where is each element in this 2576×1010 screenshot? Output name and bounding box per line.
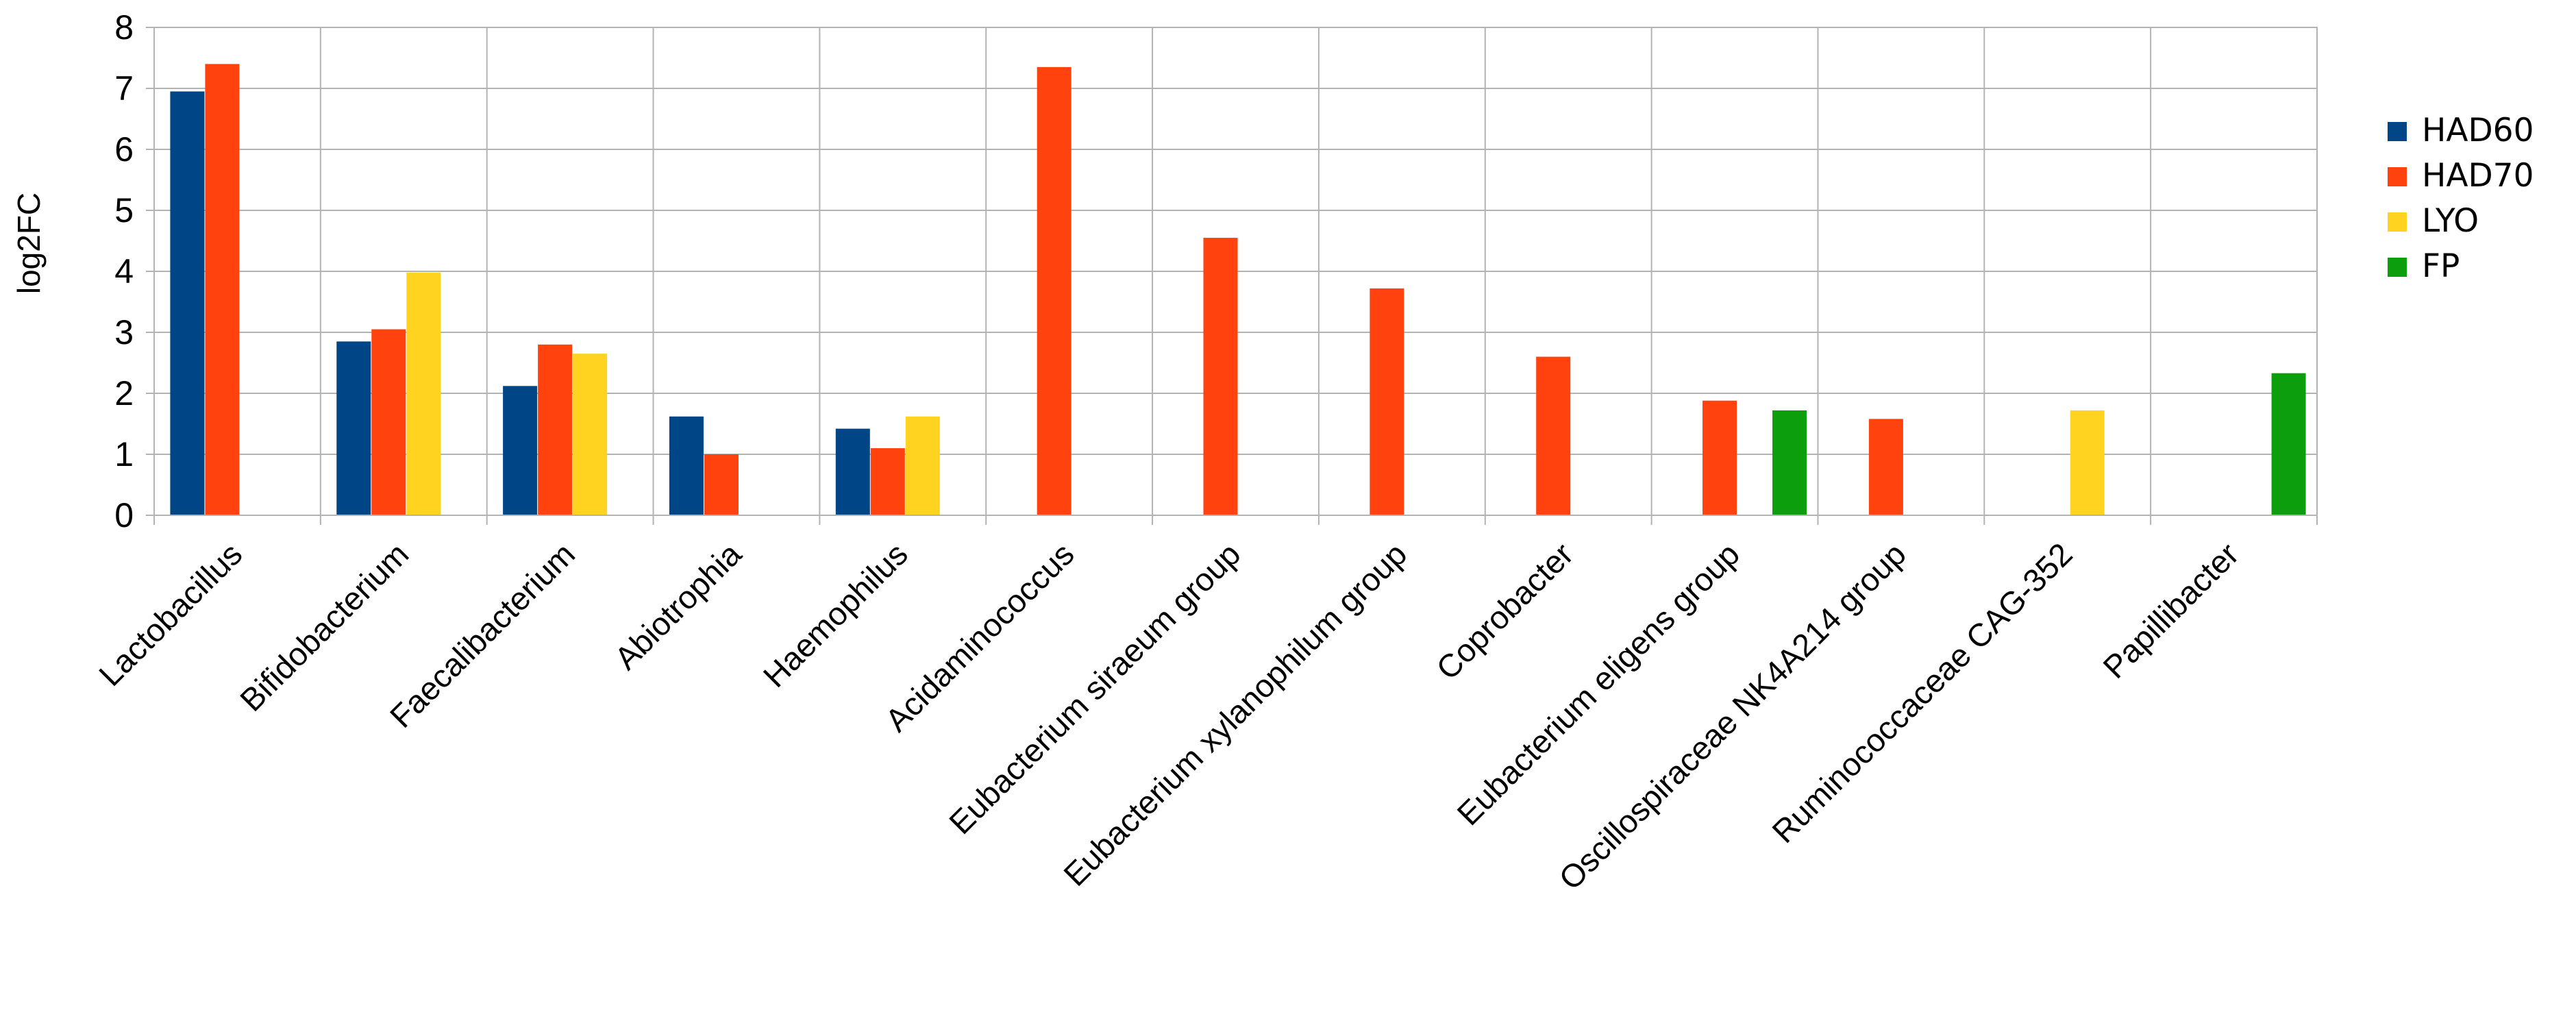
- legend-swatch-fp: [2388, 258, 2407, 277]
- x-tick-label: Papillibacter: [2096, 536, 2246, 686]
- x-tick-label: Eubacterium eligens group: [1450, 536, 1746, 833]
- x-tick-label: Abiotrophia: [607, 535, 748, 676]
- legend-swatch-had70: [2388, 167, 2407, 186]
- x-tick-label: Lactobacillus: [92, 536, 249, 693]
- y-tick-label: 3: [114, 313, 134, 352]
- x-tick-label: Coprobacter: [1429, 536, 1580, 687]
- bar-fp-12: [2271, 373, 2306, 515]
- legend: HAD60 HAD70 LYO FP: [2388, 112, 2534, 285]
- bar-had70-4: [870, 448, 905, 515]
- bar-had60-4: [835, 428, 870, 515]
- y-axis-title: log2FC: [11, 193, 47, 294]
- y-tick-label: 7: [114, 69, 134, 108]
- bar-had70-2: [538, 344, 573, 515]
- x-tick-label: Haemophilus: [756, 536, 914, 694]
- x-tick-label: Eubacterium xylanophilum group: [1056, 536, 1413, 893]
- axes: [153, 27, 2318, 516]
- x-tick-label: Oscillospiraceae NK4A214 group: [1552, 536, 1913, 897]
- bar-had60-3: [669, 416, 704, 515]
- bar-had60-2: [503, 386, 538, 515]
- bar-lyo-2: [573, 354, 608, 515]
- bar-had70-10: [1868, 419, 1903, 515]
- plot-frame: [153, 27, 2318, 516]
- bar-had70-5: [1037, 66, 1072, 516]
- y-tick-labels: 0 1 2 3 4 5 6 7 8: [114, 8, 134, 534]
- y-tick-label: 4: [114, 252, 134, 291]
- x-tick-label: Faecalibacterium: [383, 536, 582, 735]
- y-tick-label: 6: [114, 130, 134, 169]
- bars: [170, 64, 2306, 516]
- x-tick-label: Eubacterium siraeum group: [942, 536, 1248, 841]
- y-tick-label: 5: [114, 191, 134, 230]
- legend-label-had60: HAD60: [2422, 112, 2534, 149]
- x-tick-label: Ruminococcaceae CAG-352: [1765, 536, 2079, 850]
- y-tick-label: 0: [114, 496, 134, 534]
- bar-lyo-4: [905, 416, 940, 515]
- bar-had70-8: [1536, 356, 1571, 515]
- bar-had70-9: [1702, 400, 1737, 515]
- bar-had70-6: [1203, 238, 1238, 515]
- legend-label-lyo: LYO: [2422, 202, 2479, 240]
- legend-swatch-had60: [2388, 122, 2407, 141]
- legend-label-had70: HAD70: [2422, 157, 2534, 195]
- bar-lyo-1: [406, 272, 441, 515]
- bar-had70-0: [205, 64, 240, 515]
- y-tick-label: 8: [114, 8, 134, 47]
- bar-had60-1: [336, 341, 371, 515]
- bar-had70-1: [371, 329, 406, 515]
- bar-fp-9: [1772, 410, 1807, 515]
- bar-had70-7: [1370, 288, 1404, 515]
- bar-had60-0: [170, 91, 205, 515]
- legend-label-fp: FP: [2422, 247, 2460, 285]
- x-tick-label: Bifidobacterium: [233, 536, 416, 719]
- legend-swatch-lyo: [2388, 212, 2407, 232]
- y-tick-label: 1: [114, 435, 134, 473]
- bar-lyo-11: [2070, 410, 2105, 515]
- y-tick-label: 2: [114, 374, 134, 412]
- bar-had70-3: [704, 454, 739, 515]
- x-tick-labels: LactobacillusBifidobacteriumFaecalibacte…: [92, 535, 2246, 897]
